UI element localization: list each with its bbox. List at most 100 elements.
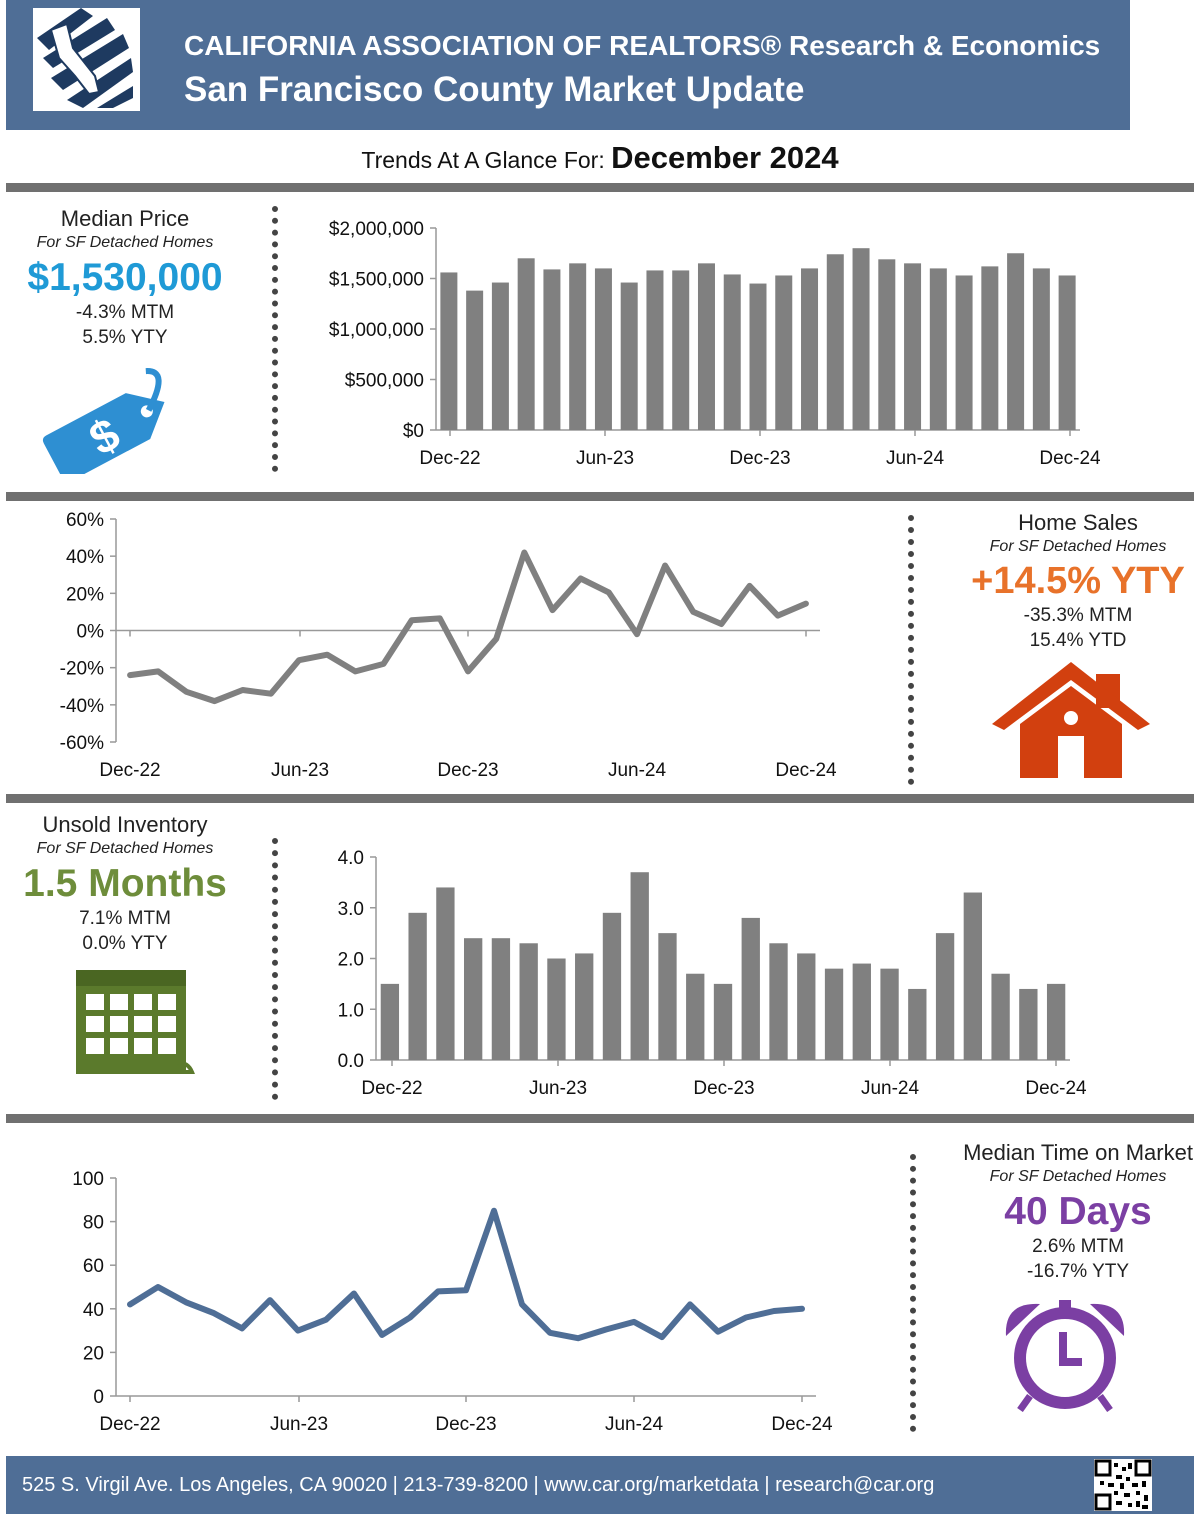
bar — [775, 275, 793, 430]
bar — [981, 266, 999, 430]
bar — [620, 282, 638, 430]
bar — [826, 254, 844, 430]
footer-contact: 525 S. Virgil Ave. Los Angeles, CA 90020… — [22, 1474, 935, 1496]
y-tick-label: $2,000,000 — [329, 219, 424, 240]
time-on-market-line-chart: 0 20 40 60 80 100 Dec-22 Jun-23 Dec-23 Jun-24 Dec-… — [40, 1160, 860, 1440]
median-price-panel: Median Price For SF Detached Homes $1,53… — [15, 206, 235, 350]
bar — [1058, 275, 1076, 430]
home-sales-subtitle: For SF Detached Homes — [989, 538, 1167, 555]
bar — [824, 968, 844, 1060]
y-tick-label: 3.0 — [338, 899, 364, 920]
bar — [658, 933, 677, 1060]
y-tick-label: 1.0 — [338, 1000, 364, 1021]
bar — [646, 270, 664, 430]
bar — [594, 268, 612, 430]
bar — [769, 943, 788, 1060]
bar — [749, 283, 767, 430]
bar — [929, 268, 947, 430]
bar — [1007, 253, 1025, 430]
x-tick-label: Dec-22 — [419, 448, 480, 469]
y-tick-label: $1,000,000 — [329, 320, 424, 341]
section-divider — [6, 1114, 1194, 1123]
x-tick-label: Jun-24 — [861, 1078, 920, 1099]
dotted-separator — [272, 206, 278, 472]
inventory-value: 1.5 Months — [23, 862, 227, 905]
bar — [547, 958, 566, 1060]
bar — [1046, 983, 1066, 1060]
median-price-subtitle: For SF Detached Homes — [36, 234, 214, 251]
y-tick-label: 60% — [66, 510, 104, 531]
x-tick-label: Dec-23 — [435, 1414, 496, 1435]
bar — [466, 290, 484, 430]
time-on-market-subtitle: For SF Detached Homes — [989, 1168, 1167, 1185]
x-tick-label: Jun-23 — [270, 1414, 328, 1435]
x-tick-label: Jun-24 — [608, 760, 667, 781]
car-logo — [33, 8, 140, 111]
bar — [408, 912, 427, 1060]
time-on-market-panel: Median Time on Market For SF Detached Ho… — [958, 1140, 1198, 1284]
series-line — [127, 549, 809, 705]
footer-bar: 525 S. Virgil Ave. Los Angeles, CA 90020… — [6, 1456, 1194, 1514]
dotted-separator — [908, 515, 914, 785]
bar — [880, 968, 899, 1060]
bar — [543, 269, 561, 430]
inventory-chart-svg: 0.0 1.0 2.0 3.0 4.0 Dec-22 Jun-23 Dec-23 Jun-24 D… — [338, 848, 1087, 1099]
alarm-clock-icon — [1005, 1300, 1125, 1412]
header-organization: CALIFORNIA ASSOCIATION OF REALTORS® Rese… — [184, 30, 1101, 61]
median-price-chart-svg: $0 $500,000 $1,000,000 $1,500,000 $2,000,000… — [329, 219, 1101, 469]
bar — [517, 258, 535, 430]
median-price-mtm: -4.3% MTM — [75, 302, 175, 323]
bar — [697, 263, 715, 430]
y-tick-label: 4.0 — [338, 848, 364, 869]
california-map-icon — [37, 8, 133, 108]
bar — [463, 938, 483, 1060]
x-tick-label: Jun-23 — [271, 760, 329, 781]
bar — [908, 988, 927, 1060]
home-sales-ytd: 15.4% YTD — [1029, 630, 1127, 651]
inventory-subtitle: For SF Detached Homes — [36, 840, 214, 857]
y-tick-label: 40 — [83, 1300, 104, 1321]
median-price-title: Median Price — [60, 206, 190, 231]
y-tick-label: 40% — [66, 547, 104, 568]
x-tick-label: Dec-24 — [1025, 1078, 1087, 1099]
x-tick-label: Dec-22 — [99, 1414, 160, 1435]
median-price-bar-chart: $0 $500,000 $1,000,000 $1,500,000 $2,000,000… — [300, 212, 1120, 477]
bar — [904, 263, 922, 430]
home-sales-panel: Home Sales For SF Detached Homes +14.5% … — [958, 510, 1198, 653]
x-tick-label: Jun-24 — [605, 1414, 664, 1435]
bar — [878, 259, 896, 430]
x-tick-label: Jun-23 — [576, 448, 634, 469]
home-sales-line-chart: -60% -40% -20% 0% 20% 40% 60% Dec-22 Jun-23 Dec-2… — [40, 505, 860, 785]
bar — [436, 887, 455, 1060]
bar — [991, 973, 1010, 1060]
bar — [955, 275, 973, 430]
x-tick-label: Dec-24 — [775, 760, 837, 781]
bar — [491, 938, 511, 1060]
bar — [935, 933, 955, 1060]
x-tick-label: Dec-23 — [729, 448, 790, 469]
calendar-icon — [76, 970, 195, 1074]
bar — [801, 268, 819, 430]
home-sales-mtm: -35.3% MTM — [1023, 605, 1133, 626]
bar — [569, 263, 587, 430]
bar — [713, 983, 733, 1060]
y-tick-label: 0 — [93, 1387, 104, 1408]
y-tick-label: -20% — [60, 659, 104, 680]
time-on-market-yty: -16.7% YTY — [1026, 1261, 1130, 1282]
home-sales-chart-svg: -60% -40% -20% 0% 20% 40% 60% Dec-22 Jun-23 Dec-2… — [60, 510, 837, 781]
bar — [1019, 988, 1038, 1060]
y-tick-label: 60 — [83, 1256, 104, 1277]
x-tick-label: Jun-23 — [529, 1078, 587, 1099]
y-tick-label: $1,500,000 — [329, 270, 424, 291]
y-tick-label: $500,000 — [345, 371, 424, 392]
bar — [1032, 268, 1050, 430]
header-banner: CALIFORNIA ASSOCIATION OF REALTORS® Rese… — [6, 0, 1130, 130]
bar — [519, 943, 538, 1060]
y-tick-label: -60% — [60, 733, 104, 754]
median-price-yty: 5.5% YTY — [82, 327, 168, 348]
bar — [602, 912, 622, 1060]
time-on-market-mtm: 2.6% MTM — [1032, 1236, 1124, 1257]
bar — [491, 282, 509, 430]
house-icon — [992, 662, 1150, 778]
y-tick-label: 100 — [72, 1169, 104, 1190]
